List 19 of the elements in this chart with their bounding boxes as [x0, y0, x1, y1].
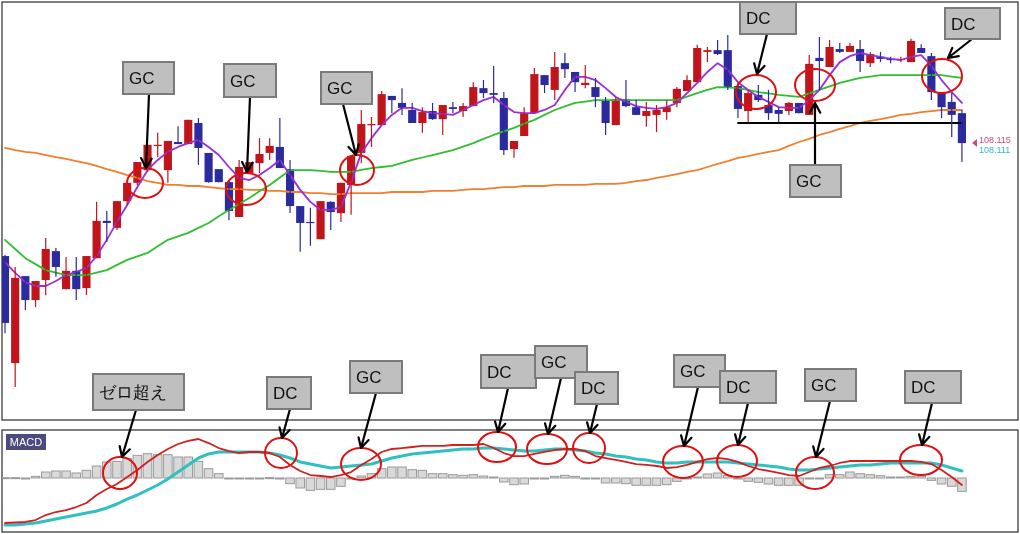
annotation: DC: [911, 378, 936, 397]
text: 108.115: [979, 135, 1011, 146]
text: DC: [746, 9, 771, 28]
annotation: GC: [541, 353, 567, 372]
annotation: GC: [811, 376, 837, 395]
annotation: ゼロ超え: [99, 383, 167, 402]
annotation: GC: [129, 69, 155, 88]
text: DC: [951, 14, 976, 34]
annotation: DC: [726, 378, 751, 397]
annotation: GC: [356, 368, 382, 387]
annotation: GC: [230, 71, 256, 91]
annotation: GC: [680, 362, 706, 381]
annotation: DC: [581, 379, 606, 398]
annotation: DC: [273, 384, 298, 403]
annotation: GC: [796, 172, 822, 191]
panel-title: MACD: [6, 434, 46, 450]
annotation: DC: [487, 362, 512, 382]
annotation: GC: [327, 79, 353, 98]
text: 108.111: [979, 145, 1011, 156]
